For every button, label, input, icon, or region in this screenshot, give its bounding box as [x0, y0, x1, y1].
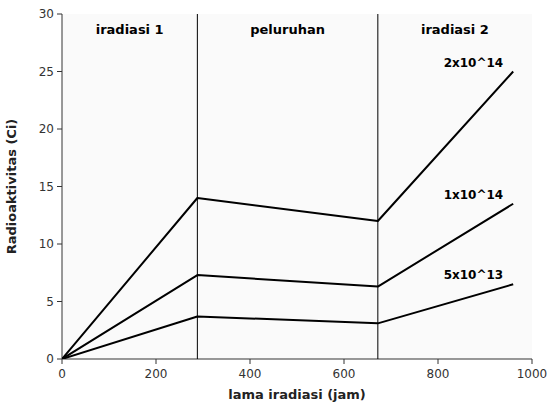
- y-tick: [57, 244, 62, 245]
- series-label: 1x10^14: [444, 188, 504, 202]
- x-tick-label: 0: [58, 367, 66, 381]
- series-label: 5x10^13: [444, 268, 504, 282]
- y-tick-label: 5: [46, 295, 54, 309]
- region-label: iradiasi 2: [421, 22, 489, 37]
- y-tick: [57, 359, 62, 360]
- y-axis-label: Radioaktivitas (Ci): [4, 119, 19, 255]
- x-tick-label: 400: [239, 367, 262, 381]
- x-tick-label: 1000: [517, 367, 548, 381]
- region-label: peluruhan: [250, 22, 325, 37]
- x-tick-label: 600: [333, 367, 356, 381]
- marks: [62, 14, 513, 359]
- y-tick-label: 25: [39, 65, 54, 79]
- x-tick: [62, 359, 63, 364]
- x-axis: 0 200 400 600 800 1000: [58, 359, 547, 381]
- x-axis-label: lama iradiasi (jam): [228, 387, 366, 402]
- y-tick-label: 0: [46, 352, 54, 366]
- y-tick-label: 10: [39, 237, 54, 251]
- series-label: 2x10^14: [444, 56, 504, 70]
- series-line: [62, 72, 513, 360]
- chart: 0 200 400 600 800 1000 0 5 10 15 20 25 30 lama iradia…: [0, 0, 550, 409]
- y-tick: [57, 71, 62, 72]
- region-labels: iradiasi 1 peluruhan iradiasi 2: [96, 22, 489, 37]
- y-tick-label: 15: [39, 180, 54, 194]
- y-axis: 0 5 10 15 20 25 30: [39, 7, 62, 366]
- y-tick: [57, 301, 62, 302]
- y-tick: [57, 129, 62, 130]
- series-line: [62, 204, 513, 359]
- x-tick: [250, 359, 251, 364]
- series-line: [62, 284, 513, 359]
- x-tick: [156, 359, 157, 364]
- divider-line: [197, 14, 198, 359]
- y-tick: [57, 186, 62, 187]
- divider-line: [377, 14, 378, 359]
- x-tick: [344, 359, 345, 364]
- plot-area: [62, 14, 532, 359]
- region-label: iradiasi 1: [96, 22, 164, 37]
- x-axis-line: [62, 359, 532, 360]
- x-tick-label: 800: [427, 367, 450, 381]
- y-tick: [57, 14, 62, 15]
- y-tick-label: 20: [39, 122, 54, 136]
- x-tick-label: 200: [145, 367, 168, 381]
- x-tick: [532, 359, 533, 364]
- series-labels: 2x10^14 1x10^14 5x10^13: [444, 56, 504, 283]
- x-tick: [438, 359, 439, 364]
- y-tick-label: 30: [39, 7, 54, 21]
